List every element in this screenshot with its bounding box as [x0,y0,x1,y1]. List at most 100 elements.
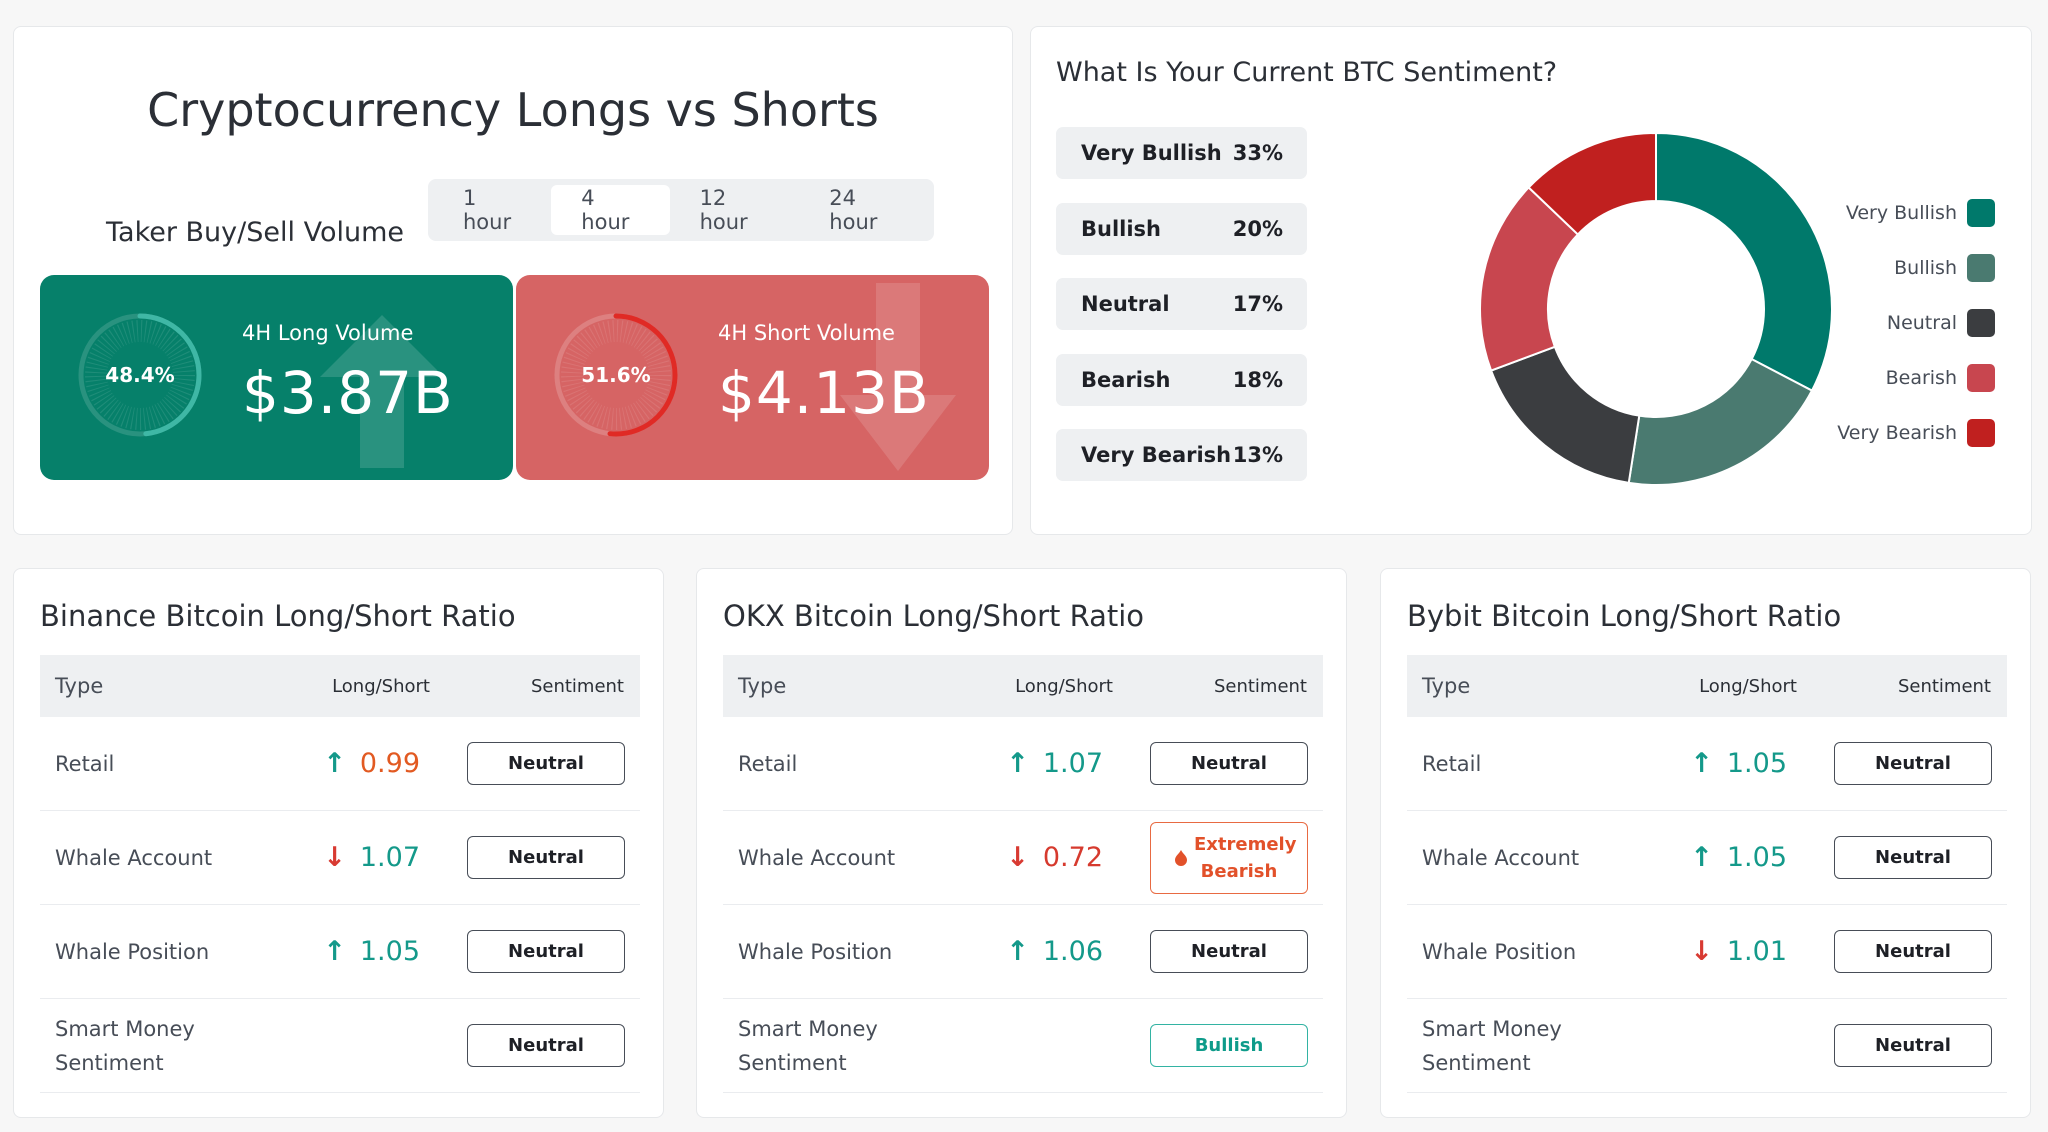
table-row: Smart Money Sentiment Bullish [723,999,1323,1093]
sentiment-label: Bullish [1081,216,1162,241]
tab-12-hour[interactable]: 12 hour [699,186,748,234]
long-percent-gauge [78,313,202,437]
ratio-value-wrap: ↑ 1.05 [1690,748,1787,779]
ratio-value: 1.05 [359,936,420,967]
binance-ratio-table: Type Long/Short Sentiment Retail ↑ 0.99 Neutra… [40,655,640,1093]
sentiment-label: Bearish [1081,367,1171,392]
header-sentiment: Sentiment [1897,675,1991,697]
row-sentiment: Neutral [450,836,640,879]
row-type: Retail [738,751,798,776]
table-header: Type Long/Short Sentiment [723,655,1323,717]
legend-label: Very Bullish [1845,202,1957,224]
tab-1-hour[interactable]: 1 hour [463,186,512,234]
row-sentiment: Neutral [1817,1024,2007,1067]
row-type: Whale Account [55,845,213,870]
ratio-value-wrap: ↓ 1.01 [1690,936,1787,967]
sentiment-pct: 18% [1232,367,1283,392]
short-volume-card: 51.6% 4H Short Volume $4.13B [516,275,989,480]
legend-label: Neutral [1886,312,1957,334]
btc-sentiment-panel: What Is Your Current BTC Sentiment? Very… [1030,26,2032,535]
table-row: Whale Position ↑ 1.06 Neutral [723,905,1323,999]
ratio-value: 1.07 [359,842,420,873]
ratio-value: 1.05 [1726,748,1787,779]
table-row: Retail ↑ 0.99 Neutral [40,717,640,811]
arrow-up-icon [320,315,444,468]
ratio-value-wrap: ↑ 1.06 [1006,936,1103,967]
sentiment-item-very-bullish[interactable]: Very Bullish 33% [1056,127,1307,179]
table-row: Smart Money Sentiment Neutral [1407,999,2007,1093]
table-header: Type Long/Short Sentiment [1407,655,2007,717]
arrow-down-icon: ↓ [1006,842,1029,873]
arrow-up-icon: ↑ [323,936,346,967]
arrow-down-icon: ↓ [1690,936,1713,967]
legend-swatch [1967,254,1995,282]
long-percent: 48.4% [105,363,175,387]
row-ratio: ↓ 1.01 [1667,936,1817,967]
header-type: Type [1422,674,1471,698]
row-type: Retail [55,751,115,776]
short-percent: 51.6% [581,363,651,387]
table-header: Type Long/Short Sentiment [40,655,640,717]
sentiment-item-very-bearish[interactable]: Very Bearish 13% [1056,429,1307,481]
long-volume-card: 48.4% 4H Long Volume $3.87B [40,275,513,480]
page-title: Cryptocurrency Longs vs Shorts [147,83,879,137]
sentiment-item-bullish[interactable]: Bullish 20% [1056,202,1307,255]
donut-slice-very-bearish [1527,131,1657,236]
row-sentiment: Neutral [450,930,640,973]
tab-4-hour[interactable]: 4 hour [551,185,670,235]
row-type: Smart Money Sentiment [1422,1016,1562,1075]
table-row: Whale Position ↑ 1.05 Neutral [40,905,640,999]
arrow-down-icon [840,283,956,471]
okx-ratio-panel: OKX Bitcoin Long/Short Ratio Type Long/Sh… [696,568,1347,1118]
sentiment-label: Very Bearish [1081,443,1232,467]
row-sentiment: Neutral [1133,930,1323,973]
sentiment-pct: 33% [1232,141,1283,165]
header-long-short: Long/Short [1699,675,1797,697]
sentiment-pct: 13% [1232,443,1283,467]
legend-item-neutral: Neutral [1837,309,1995,337]
table-row: Retail ↑ 1.05 Neutral [1407,717,2007,811]
long-volume-value: $3.87B [242,359,454,427]
legend-swatch [1967,309,1995,337]
row-sentiment: Neutral [1817,742,2007,785]
legend-swatch [1967,364,1995,392]
row-ratio: ↑ 1.05 [1667,748,1817,779]
row-type: Retail [1422,751,1482,776]
row-type: Smart Money Sentiment [55,1016,195,1075]
legend-label: Bearish [1885,367,1957,389]
arrow-up-icon: ↑ [1006,748,1029,779]
legend-swatch [1967,199,1995,227]
sentiment-label: Neutral [1081,292,1170,316]
row-sentiment: Neutral [1133,742,1323,785]
tab-24-hour[interactable]: 24 hour [829,186,878,234]
sentiment-badge: Neutral [1834,930,1992,973]
bybit-ratio-panel: Bybit Bitcoin Long/Short Ratio Type Long/… [1380,568,2031,1118]
timeframe-tabs: 1 hour 4 hour 12 hour 24 hour [428,179,934,241]
sentiment-title: What Is Your Current BTC Sentiment? [1056,57,1558,88]
ratio-value-wrap: ↓ 0.72 [1006,842,1103,873]
ratio-value-wrap: ↑ 1.05 [323,936,420,967]
row-sentiment: Neutral [450,1024,640,1067]
table-row: Smart Money Sentiment Neutral [40,999,640,1093]
okx-ratio-table: Type Long/Short Sentiment Retail ↑ 1.07 Neutra… [723,655,1323,1093]
ratio-value-wrap: ↑ 0.99 [323,748,420,779]
sentiment-item-neutral[interactable]: Neutral 17% [1056,278,1307,330]
row-ratio: ↑ 1.06 [983,936,1133,967]
header-sentiment: Sentiment [530,675,624,697]
sentiment-badge: Neutral [1834,742,1992,785]
longs-vs-shorts-panel: Cryptocurrency Longs vs Shorts Taker Buy… [13,26,1013,535]
sentiment-badge-text: Extremely Bearish [1194,833,1297,882]
donut-slice-neutral [1489,345,1641,485]
sentiment-label: Very Bullish [1081,141,1222,165]
row-sentiment: Extremely Bearish [1133,821,1323,894]
row-ratio: ↓ 0.72 [983,842,1133,873]
header-type: Type [738,674,787,698]
row-type: Whale Position [1422,939,1577,964]
ratio-value-wrap: ↓ 1.07 [323,842,420,873]
legend-label: Very Bearish [1837,422,1957,444]
row-sentiment: Bullish [1133,1024,1323,1067]
row-ratio: ↑ 0.99 [300,748,450,779]
sentiment-item-bearish[interactable]: Bearish 18% [1056,353,1307,406]
flame-icon [1175,849,1187,866]
short-percent-gauge [554,313,678,437]
